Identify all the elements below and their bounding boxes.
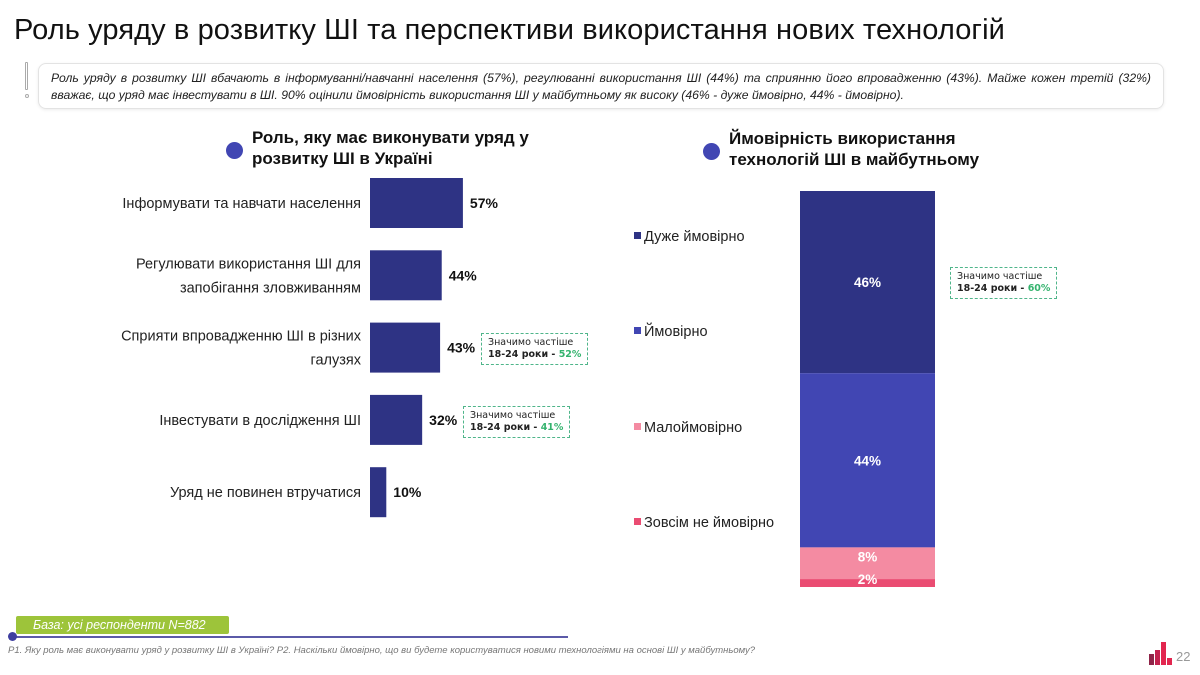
bar-4 — [370, 467, 387, 518]
note-invest: Значимо частіше 18-24 роки - 41% — [463, 406, 571, 438]
note-pct: 41% — [540, 422, 564, 433]
bullet-dot-icon — [703, 142, 720, 160]
bar-2 — [370, 322, 441, 373]
segment-label: 8% — [858, 549, 878, 564]
note-age-prefix: 18-24 роки - — [470, 422, 541, 433]
value-label: 10% — [393, 484, 422, 500]
bar-3 — [370, 394, 423, 445]
right-chart-header: Ймовірність використання технологій ШІ в… — [703, 128, 1023, 170]
left-chart-header: Роль, яку має виконувати уряд у розвитку… — [226, 127, 546, 169]
category-label: Сприяти впровадженню ШІ в різних — [121, 329, 362, 345]
value-label: 32% — [429, 412, 458, 428]
legend-label: Малоймовірно — [644, 420, 742, 436]
category-label: галузях — [311, 353, 362, 369]
stack-segment-1 — [800, 373, 935, 548]
note-age-prefix: 18-24 роки - — [488, 349, 559, 360]
legend-label: Зовсім не ймовірно — [644, 515, 774, 531]
note-age-prefix: 18-24 роки - — [957, 283, 1028, 294]
stack-segment-0 — [800, 191, 935, 374]
legend-label: Ймовірно — [644, 322, 708, 340]
bar-1 — [370, 250, 442, 301]
legend-swatch — [634, 423, 641, 430]
footnote-questions: P1. Яку роль має виконувати уряд у розви… — [8, 645, 756, 656]
note-line1: Значимо частіше — [957, 271, 1043, 282]
footer-dot-icon — [8, 632, 17, 641]
left-chart-title: Роль, яку має виконувати уряд у розвитку… — [252, 128, 529, 168]
category-label: Регулювати використання ШІ для — [136, 256, 361, 272]
note-line1: Значимо частіше — [470, 410, 556, 421]
legend-label: Дуже ймовірно — [644, 229, 745, 245]
segment-label: 2% — [858, 572, 878, 587]
value-label: 57% — [470, 195, 499, 211]
legend-swatch — [634, 232, 641, 239]
summary-box: Роль уряду в розвитку ШІ вбачають в інфо… — [38, 63, 1164, 109]
base-badge: База: усі респонденти N=882 — [16, 616, 229, 634]
page-title: Роль уряду в розвитку ШІ та перспективи … — [14, 14, 1005, 46]
legend-swatch — [634, 327, 641, 334]
value-label: 44% — [449, 267, 478, 283]
segment-label: 46% — [854, 275, 881, 290]
bullet-dot-icon — [226, 141, 243, 159]
logo-icon — [1149, 642, 1172, 665]
category-label: Уряд не повинен втручатися — [170, 485, 361, 501]
category-label: запобігання зловживанням — [180, 280, 361, 296]
bar-0 — [370, 178, 463, 228]
category-label: Інформувати та навчати населення — [122, 196, 361, 212]
legend-swatch — [634, 518, 641, 525]
value-label: 43% — [447, 340, 476, 356]
segment-label: 44% — [854, 453, 881, 468]
category-label: Інвестувати в дослідження ШІ — [159, 413, 361, 429]
right-chart-title: Ймовірність використання технологій ШІ в… — [729, 129, 980, 169]
note-promote: Значимо частіше 18-24 роки - 52% — [481, 333, 589, 365]
note-pct: 60% — [1027, 283, 1051, 294]
stack-segment-2 — [800, 547, 935, 580]
page-number: 22 — [1176, 649, 1191, 664]
note-pct: 52% — [558, 349, 582, 360]
note-line1: Значимо частіше — [488, 337, 574, 348]
exclamation-icon — [24, 62, 30, 100]
note-very-likely: Значимо частіше 18-24 роки - 60% — [950, 267, 1058, 299]
stack-segment-3 — [800, 579, 935, 587]
footer-divider — [12, 636, 568, 638]
